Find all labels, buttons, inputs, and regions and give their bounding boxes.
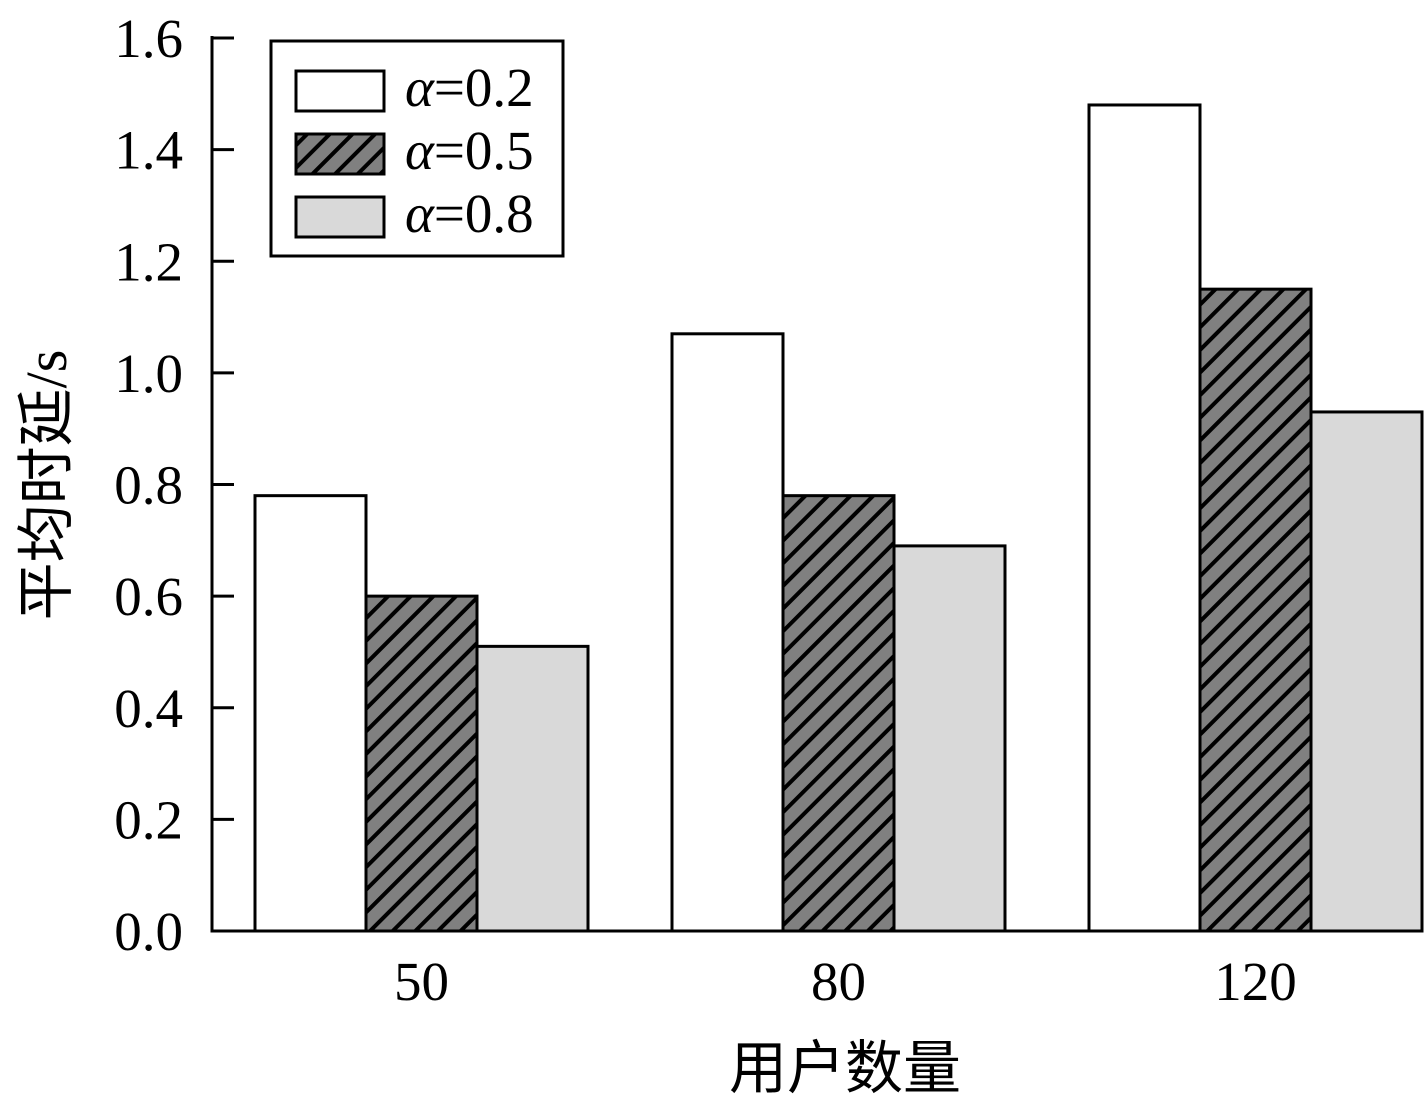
bar-120-series-2 bbox=[1198, 287, 1313, 933]
bar-80-series-2 bbox=[781, 494, 896, 933]
y-tick-label: 1.0 bbox=[114, 343, 183, 404]
legend-label-3: α=0.8 bbox=[405, 183, 534, 244]
y-axis-title: 平均时延/s bbox=[14, 350, 79, 621]
legend: α=0.2α=0.5α=0.8 bbox=[269, 39, 565, 258]
y-tick-label: 0.4 bbox=[114, 678, 183, 739]
legend-swatch-1 bbox=[294, 69, 386, 113]
bar-120-series-1 bbox=[1087, 103, 1202, 933]
bar-50-series-1 bbox=[253, 494, 368, 933]
bars-layer bbox=[253, 103, 1424, 933]
bar-120-series-3 bbox=[1309, 410, 1424, 933]
x-tick-label: 120 bbox=[1214, 951, 1297, 1012]
y-tick-label: 1.4 bbox=[114, 120, 183, 181]
x-tick-labels: 50 80 120 bbox=[394, 951, 1297, 1012]
y-tick-label: 0.2 bbox=[114, 789, 183, 850]
legend-label-2: α=0.5 bbox=[405, 120, 534, 181]
y-tick-label: 0.8 bbox=[114, 455, 183, 516]
bar-80-series-1 bbox=[670, 332, 785, 933]
bar-50-series-3 bbox=[475, 644, 590, 933]
x-tick-label: 50 bbox=[394, 951, 449, 1012]
y-ticks: 0.0 0.2 0.4 0.6 0.8 1.0 1.2 1.4 1.6 bbox=[114, 8, 234, 962]
y-tick-label: 0.0 bbox=[114, 901, 183, 962]
y-tick-label: 1.2 bbox=[114, 231, 183, 292]
x-tick-label: 80 bbox=[811, 951, 866, 1012]
y-tick-label: 0.6 bbox=[114, 566, 183, 627]
legend-label-1: α=0.2 bbox=[405, 57, 534, 118]
bar-50-series-2 bbox=[364, 594, 479, 933]
y-tick-label: 1.6 bbox=[114, 8, 183, 69]
x-axis-title: 用户数量 bbox=[729, 1036, 961, 1101]
bar-80-series-3 bbox=[892, 544, 1007, 933]
legend-swatch-3 bbox=[294, 195, 386, 239]
legend-swatch-2 bbox=[294, 132, 386, 176]
